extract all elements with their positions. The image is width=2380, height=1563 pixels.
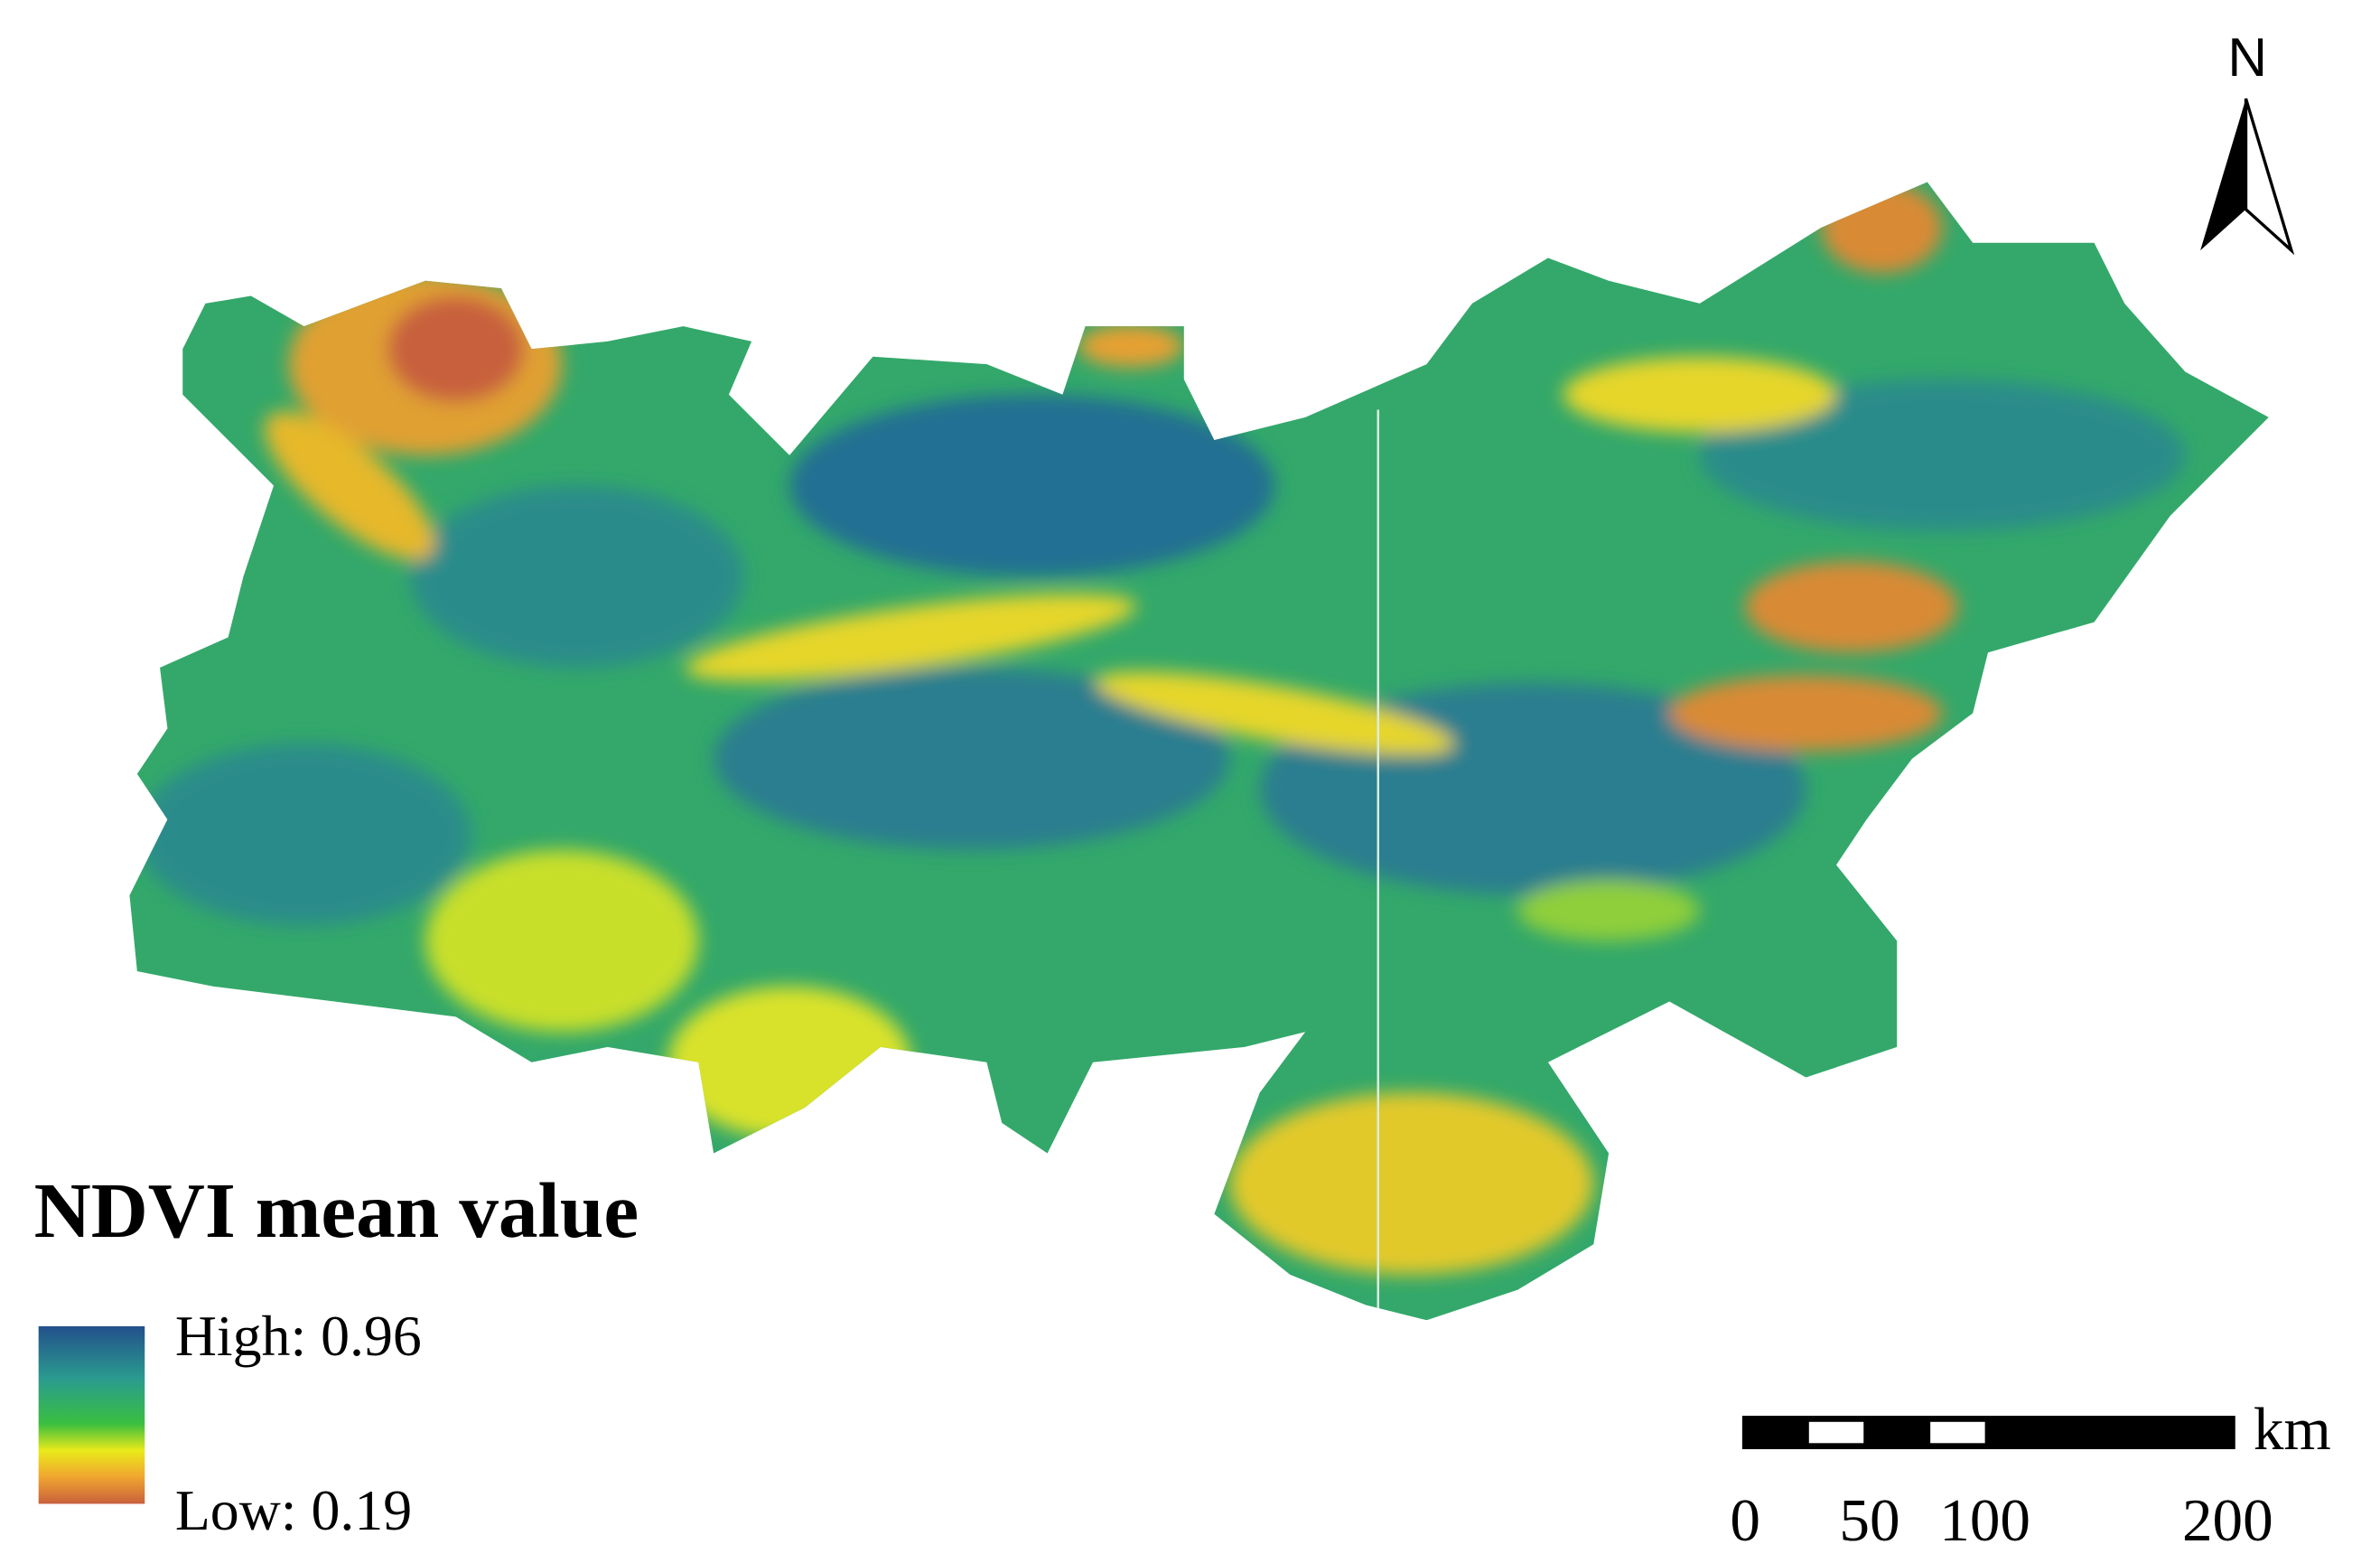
scale-tick-label: 100 xyxy=(1939,1486,2030,1554)
scale-tick-label: 50 xyxy=(1839,1486,1899,1554)
scale-tick-label: 200 xyxy=(2182,1486,2273,1554)
legend-high: High: 0.96 xyxy=(175,1304,422,1368)
legend: NDVI mean value High: 0.96 Low: 0.19 xyxy=(34,1166,639,1542)
north-label: N xyxy=(2227,26,2267,88)
color-ramp xyxy=(38,1325,145,1504)
north-arrow: N xyxy=(2200,26,2295,256)
scale-tick-label: 0 xyxy=(1730,1486,1760,1554)
legend-title: NDVI mean value xyxy=(34,1166,639,1254)
legend-low: Low: 0.19 xyxy=(175,1478,412,1542)
scale-unit: km xyxy=(2254,1395,2331,1463)
scale-bar: km 0 50 100 200 xyxy=(1730,1395,2330,1554)
